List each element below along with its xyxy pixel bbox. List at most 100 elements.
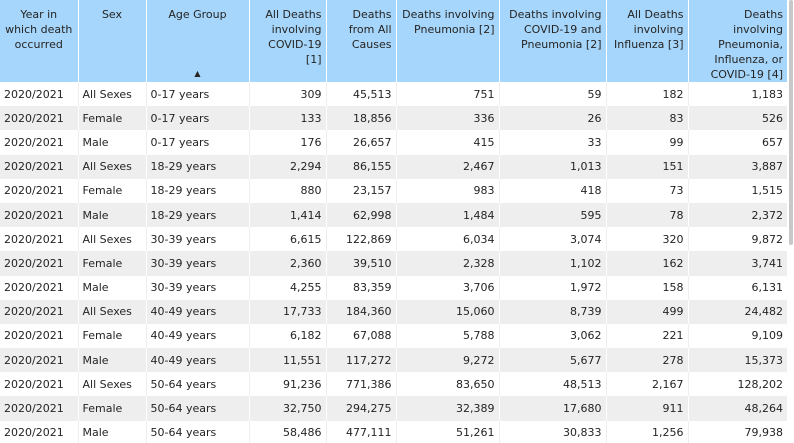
cell-all-causes: 45,513 — [326, 82, 397, 107]
table-row[interactable]: 2020/2021 Female 18-29 years 880 23,157 983 41… — [0, 178, 787, 203]
cell-covid-deaths: 2,294 — [249, 154, 327, 179]
table-row[interactable]: 2020/2021 All Sexes 30-39 years 6,615 122,86… — [0, 227, 787, 252]
cell-sex: All Sexes — [78, 227, 147, 252]
table-row[interactable]: 2020/2021 Male 40-49 years 11,551 117,272 9,2… — [0, 348, 787, 373]
cell-age-group: 50-64 years — [146, 372, 250, 397]
table-row[interactable]: 2020/2021 Female 50-64 years 32,750 294,275 3… — [0, 396, 787, 421]
table-row[interactable]: 2020/2021 Female 40-49 years 6,182 67,088 5,7… — [0, 323, 787, 349]
cell-pneumonia: 336 — [396, 106, 500, 131]
cell-covid-pneumonia: 1,013 — [499, 154, 607, 179]
cell-covid-pneumonia: 8,739 — [499, 299, 607, 324]
cell-sex: All Sexes — [78, 372, 147, 397]
cell-year: 2020/2021 — [0, 420, 79, 443]
cell-influenza: 320 — [606, 227, 689, 252]
cell-covid-deaths: 176 — [249, 130, 327, 155]
cell-year: 2020/2021 — [0, 323, 79, 349]
cell-sex: Female — [78, 251, 147, 276]
cell-covid-pneumonia: 418 — [499, 178, 607, 203]
cell-sex: Male — [78, 130, 147, 155]
column-header-pneumonia[interactable]: Deaths involving Pneumonia [2] — [396, 0, 500, 82]
cell-year: 2020/2021 — [0, 106, 79, 131]
cell-pic: 48,264 — [688, 396, 787, 421]
cell-age-group: 30-39 years — [146, 275, 250, 300]
cell-pneumonia: 3,706 — [396, 275, 500, 300]
cell-year: 2020/2021 — [0, 299, 79, 324]
column-header-year[interactable]: Year in which death occurred — [0, 0, 79, 82]
cell-covid-deaths: 32,750 — [249, 396, 327, 421]
table-row[interactable]: 2020/2021 Male 50-64 years 58,486 477,111 51,… — [0, 420, 787, 443]
cell-age-group: 50-64 years — [146, 420, 250, 443]
cell-all-causes: 117,272 — [326, 348, 397, 373]
column-header-covid-pneumonia[interactable]: Deaths involving COVID-19 and Pneumonia … — [499, 0, 607, 82]
cell-age-group: 40-49 years — [146, 323, 250, 349]
cell-all-causes: 771,386 — [326, 372, 397, 397]
table-row[interactable]: 2020/2021 All Sexes 50-64 years 91,236 771,3… — [0, 372, 787, 397]
cell-pneumonia: 51,261 — [396, 420, 500, 443]
table-row[interactable]: 2020/2021 Female 0-17 years 133 18,856 336 26 8… — [0, 106, 787, 131]
cell-pneumonia: 751 — [396, 82, 500, 107]
column-header-all-causes[interactable]: Deaths from All Causes — [326, 0, 397, 82]
cell-pic: 6,131 — [688, 275, 787, 300]
cell-year: 2020/2021 — [0, 178, 79, 203]
cell-covid-pneumonia: 26 — [499, 106, 607, 131]
cell-covid-pneumonia: 1,972 — [499, 275, 607, 300]
column-header-covid-deaths[interactable]: All Deaths involving COVID-19 [1] — [249, 0, 327, 82]
cell-covid-deaths: 6,615 — [249, 227, 327, 252]
cell-year: 2020/2021 — [0, 130, 79, 155]
cell-all-causes: 86,155 — [326, 154, 397, 179]
cell-pic: 15,373 — [688, 348, 787, 373]
column-header-age-group[interactable]: Age Group ▲ — [146, 0, 250, 82]
cell-influenza: 78 — [606, 202, 689, 228]
cell-influenza: 162 — [606, 251, 689, 276]
cell-covid-pneumonia: 3,062 — [499, 323, 607, 349]
cell-year: 2020/2021 — [0, 396, 79, 421]
table-row[interactable]: 2020/2021 All Sexes 40-49 years 17,733 184,3… — [0, 299, 787, 324]
cell-pic: 1,183 — [688, 82, 787, 107]
cell-pic: 9,872 — [688, 227, 787, 252]
cell-sex: Male — [78, 275, 147, 300]
cell-covid-pneumonia: 30,833 — [499, 420, 607, 443]
cell-covid-deaths: 6,182 — [249, 323, 327, 349]
cell-covid-deaths: 880 — [249, 178, 327, 203]
cell-pneumonia: 2,467 — [396, 154, 500, 179]
cell-influenza: 83 — [606, 106, 689, 131]
cell-pneumonia: 1,484 — [396, 202, 500, 228]
table-row[interactable]: 2020/2021 Male 0-17 years 176 26,657 415 33 99 6… — [0, 130, 787, 155]
cell-covid-deaths: 2,360 — [249, 251, 327, 276]
column-header-influenza[interactable]: All Deaths involving Influenza [3] — [606, 0, 689, 82]
cell-pneumonia: 9,272 — [396, 348, 500, 373]
scrollbar-thumb[interactable] — [789, 0, 793, 245]
table-row[interactable]: 2020/2021 All Sexes 0-17 years 309 45,513 751… — [0, 82, 787, 107]
cell-pneumonia: 2,328 — [396, 251, 500, 276]
cell-influenza: 73 — [606, 178, 689, 203]
table-header: Year in which death occurred Sex Age Gro… — [0, 0, 787, 82]
cell-all-causes: 62,998 — [326, 202, 397, 228]
table-row[interactable]: 2020/2021 All Sexes 18-29 years 2,294 86,155… — [0, 154, 787, 179]
cell-pic: 128,202 — [688, 372, 787, 397]
cell-pic: 3,741 — [688, 251, 787, 276]
vertical-scrollbar[interactable] — [787, 0, 794, 443]
table-row[interactable]: 2020/2021 Female 30-39 years 2,360 39,510 2,3… — [0, 251, 787, 276]
cell-age-group: 0-17 years — [146, 82, 250, 107]
cell-age-group: 0-17 years — [146, 130, 250, 155]
cell-influenza: 151 — [606, 154, 689, 179]
column-header-pic[interactable]: Deaths involving Pneumonia, Influenza, o… — [688, 0, 787, 82]
table-row[interactable]: 2020/2021 Male 30-39 years 4,255 83,359 3,706… — [0, 275, 787, 300]
cell-influenza: 911 — [606, 396, 689, 421]
column-header-sex[interactable]: Sex — [78, 0, 147, 82]
cell-all-causes: 83,359 — [326, 275, 397, 300]
table-body: 2020/2021 All Sexes 0-17 years 309 45,513 751… — [0, 82, 787, 443]
cell-year: 2020/2021 — [0, 202, 79, 228]
cell-covid-pneumonia: 595 — [499, 202, 607, 228]
header-row: Year in which death occurred Sex Age Gro… — [0, 0, 787, 82]
cell-sex: All Sexes — [78, 154, 147, 179]
cell-covid-pneumonia: 17,680 — [499, 396, 607, 421]
cell-sex: Male — [78, 202, 147, 228]
cell-pic: 2,372 — [688, 202, 787, 228]
cell-pic: 1,515 — [688, 178, 787, 203]
cell-covid-deaths: 17,733 — [249, 299, 327, 324]
table-row[interactable]: 2020/2021 Male 18-29 years 1,414 62,998 1,484… — [0, 202, 787, 228]
cell-year: 2020/2021 — [0, 275, 79, 300]
cell-all-causes: 26,657 — [326, 130, 397, 155]
